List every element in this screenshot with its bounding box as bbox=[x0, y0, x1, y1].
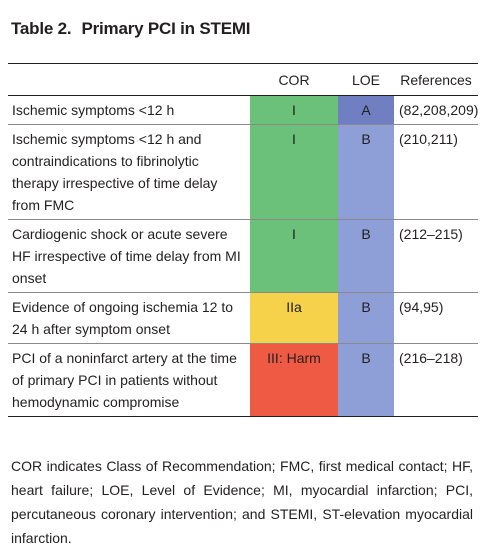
cor-cell: I bbox=[250, 124, 338, 220]
references-cell: (210,211) bbox=[394, 124, 478, 220]
loe-cell: B bbox=[338, 124, 394, 220]
loe-cell: B bbox=[338, 292, 394, 344]
cor-cell: I bbox=[250, 219, 338, 293]
references-cell: (212–215) bbox=[394, 219, 478, 293]
table-title: Table 2. Primary PCI in STEMI bbox=[11, 19, 251, 39]
table-row: Ischemic symptoms <12 h I A (82,208,209) bbox=[8, 95, 478, 125]
condition-cell: Cardiogenic shock or acute severe HF irr… bbox=[8, 219, 250, 293]
table-row: Cardiogenic shock or acute severe HF irr… bbox=[8, 219, 478, 293]
loe-cell: A bbox=[338, 95, 394, 125]
loe-cell: B bbox=[338, 343, 394, 417]
table-row: PCI of a noninfarct artery at the time o… bbox=[8, 343, 478, 417]
cor-cell: IIa bbox=[250, 292, 338, 344]
cor-cell: III: Harm bbox=[250, 343, 338, 417]
recommendations-table: COR LOE References Ischemic symptoms <12… bbox=[8, 63, 478, 417]
condition-cell: Evidence of ongoing ischemia 12 to 24 h … bbox=[8, 292, 250, 344]
table-title-text: Primary PCI in STEMI bbox=[81, 19, 251, 38]
loe-cell: B bbox=[338, 219, 394, 293]
references-cell: (216–218) bbox=[394, 343, 478, 417]
condition-cell: Ischemic symptoms <12 h bbox=[8, 95, 250, 125]
header-references: References bbox=[394, 63, 478, 96]
condition-cell: Ischemic symptoms <12 h and contraindica… bbox=[8, 124, 250, 220]
condition-cell: PCI of a noninfarct artery at the time o… bbox=[8, 343, 250, 417]
header-loe: LOE bbox=[338, 63, 394, 96]
references-cell: (94,95) bbox=[394, 292, 478, 344]
table-number: Table 2. bbox=[11, 19, 72, 38]
header-condition bbox=[8, 63, 250, 96]
cor-cell: I bbox=[250, 95, 338, 125]
table-header-row: COR LOE References bbox=[8, 63, 478, 96]
table-row: Evidence of ongoing ischemia 12 to 24 h … bbox=[8, 292, 478, 344]
table-row: Ischemic symptoms <12 h and contraindica… bbox=[8, 124, 478, 220]
references-cell: (82,208,209) bbox=[394, 95, 478, 125]
header-cor: COR bbox=[250, 63, 338, 96]
